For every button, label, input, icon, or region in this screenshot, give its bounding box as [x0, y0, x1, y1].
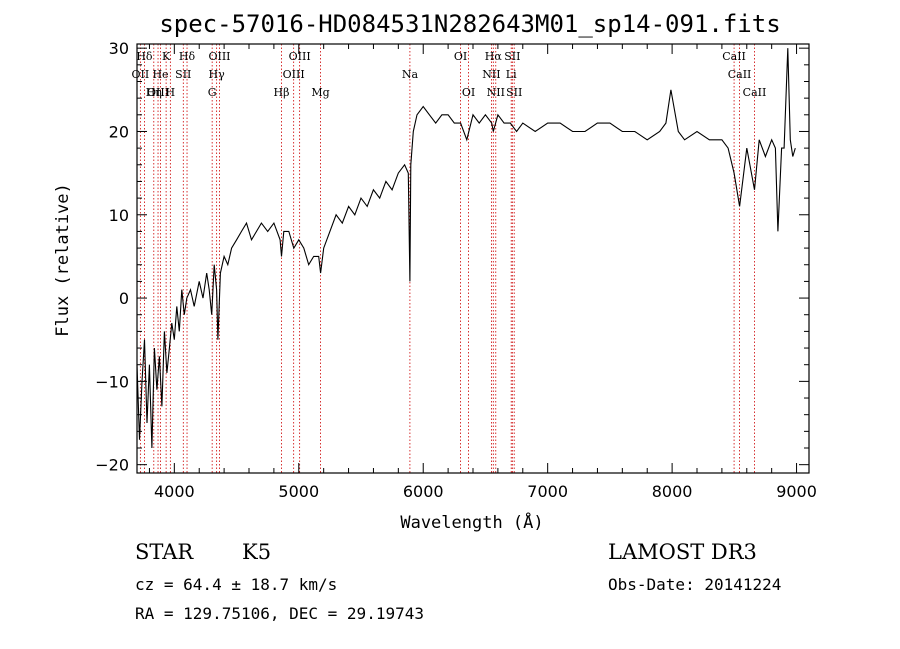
y-axis-ticks: −20 −10 0 10 20 30 [95, 39, 809, 475]
line-label-26: SII [506, 86, 522, 99]
line-label-2: Hδ [179, 50, 196, 63]
line-label-11: SII [175, 68, 191, 81]
y-tick-label-0: −20 [95, 456, 129, 475]
x-axis-title: Wavelength (Å) [400, 511, 543, 533]
line-label-12: Hγ [209, 68, 226, 81]
y-tick-label-3: 10 [109, 206, 129, 225]
x-axis-ticks: 4000 5000 6000 7000 8000 9000 [148, 44, 817, 501]
line-label-15: NII [482, 68, 500, 81]
line-label-14: Na [402, 68, 419, 81]
y-tick-label-2: 0 [119, 289, 129, 308]
line-label-9: OII [132, 68, 150, 81]
line-label-10: He [152, 68, 168, 81]
line-label-13: OIII [283, 68, 305, 81]
line-label-25: NII [487, 86, 505, 99]
x-tick-label-5: 9000 [776, 482, 817, 501]
spectrum-line [136, 48, 796, 449]
line-label-7: SII [504, 50, 520, 63]
plot-frame [136, 43, 810, 474]
line-label-23: Mg [311, 86, 329, 99]
line-label-3: OIII [208, 50, 230, 63]
redshift-velocity: cz = 64.4 ± 18.7 km/s [135, 575, 338, 594]
sky-coordinates: RA = 129.75106, DEC = 29.19743 [135, 604, 424, 623]
line-label-6: Hα [485, 50, 503, 63]
line-label-8: CaII [722, 50, 746, 63]
x-tick-label-3: 7000 [527, 482, 568, 501]
line-label-1: K [162, 50, 171, 63]
line-label-21: G [208, 86, 217, 99]
y-tick-label-5: 30 [109, 39, 129, 58]
object-class: STAR [135, 540, 194, 564]
x-tick-label-4: 8000 [652, 482, 693, 501]
y-axis-title: Flux (relative) [53, 183, 73, 337]
line-label-22: Hβ [274, 86, 290, 99]
line-label-18: OIII [147, 86, 169, 99]
line-label-24: OI [462, 86, 475, 99]
line-markers [139, 44, 755, 473]
line-label-5: OI [454, 50, 467, 63]
line-label-27: CaII [743, 86, 767, 99]
line-label-17: CaII [728, 68, 752, 81]
chart-title: spec-57016-HD084531N282643M01_sp14-091.f… [159, 10, 780, 38]
line-label-20: H [166, 86, 176, 99]
x-tick-label-1: 5000 [278, 482, 319, 501]
line-label-16: Li [506, 68, 517, 81]
x-tick-label-2: 6000 [403, 482, 444, 501]
y-tick-label-1: −10 [95, 372, 129, 391]
y-tick-label-4: 20 [109, 122, 129, 141]
observation-date: Obs-Date: 20141224 [608, 575, 782, 594]
line-label-4: OIII [289, 50, 311, 63]
survey-name: LAMOST DR3 [608, 540, 757, 564]
line-label-19: Hη [146, 86, 162, 99]
line-label-0: Hδ [136, 50, 153, 63]
x-tick-label-0: 4000 [154, 482, 195, 501]
object-subclass: K5 [242, 540, 272, 564]
